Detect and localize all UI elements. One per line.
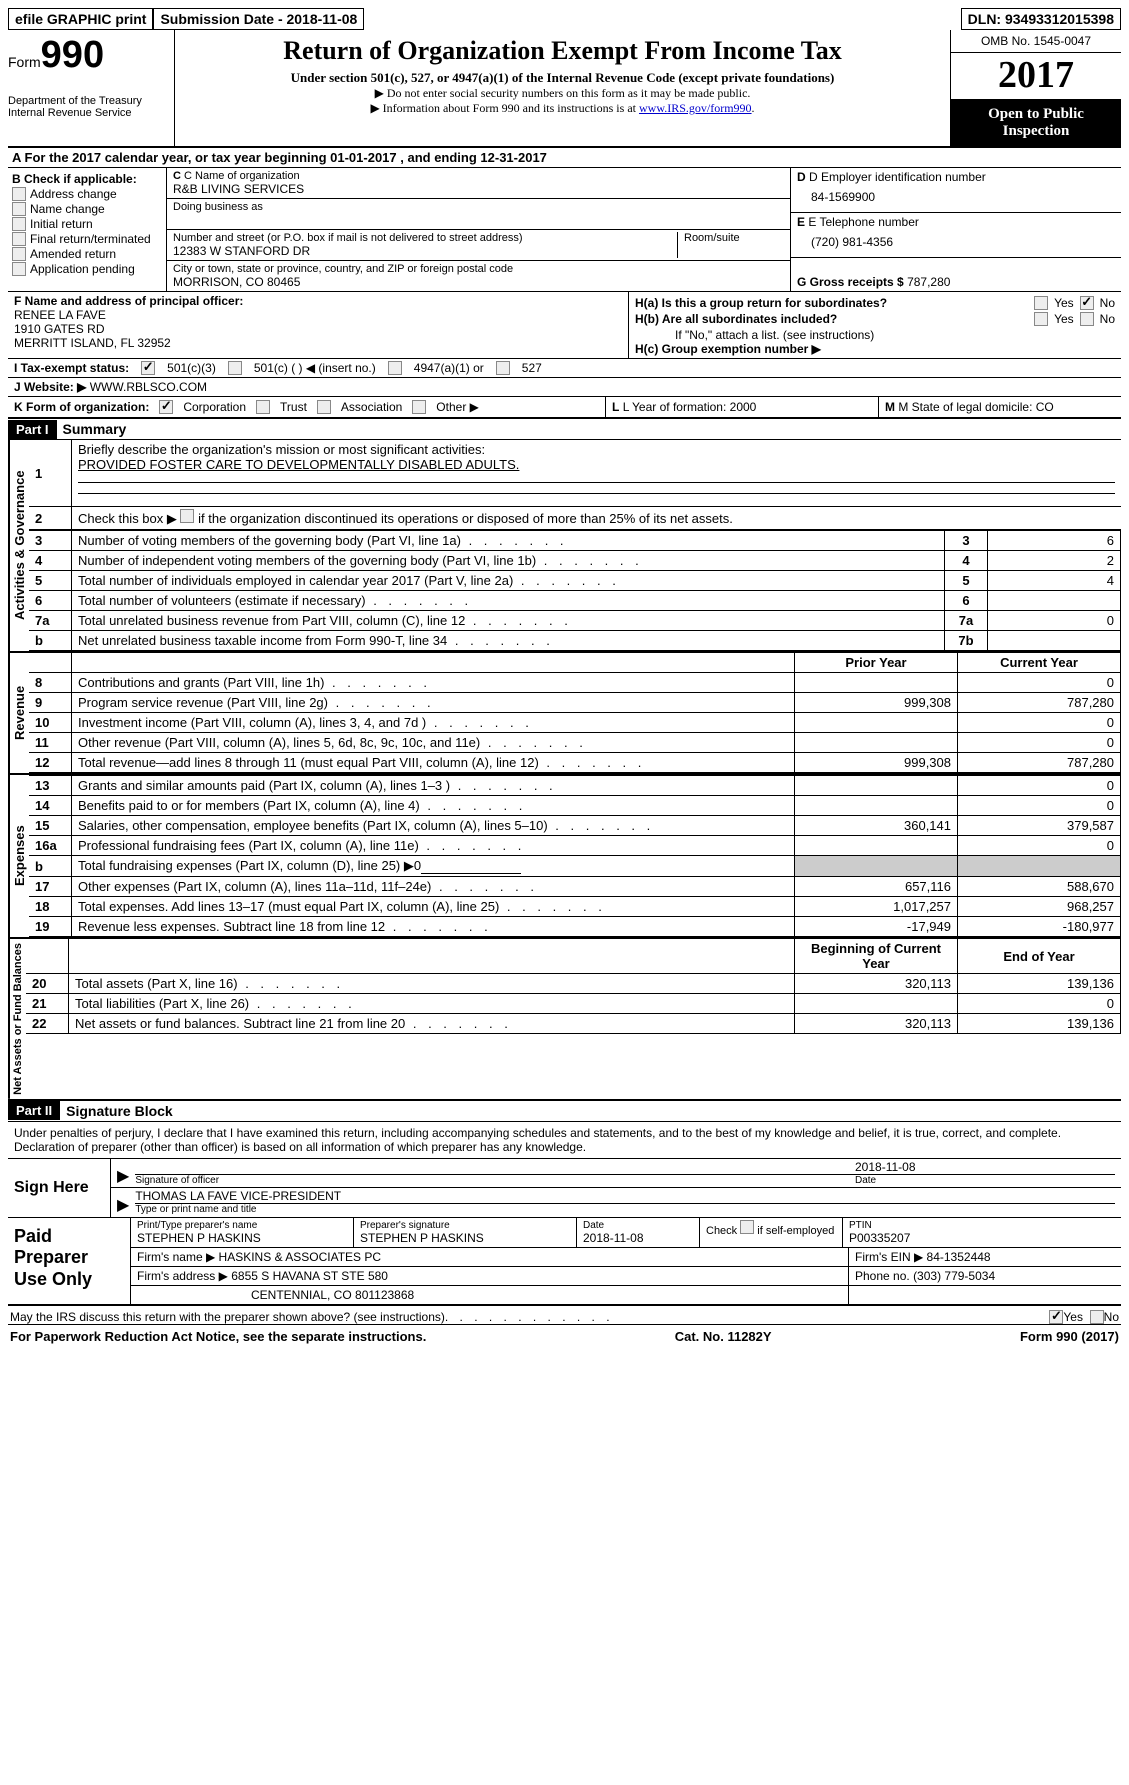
- form-990-page: efile GRAPHIC print Submission Date - 20…: [8, 8, 1121, 1348]
- dba-label: Doing business as: [173, 201, 784, 213]
- row-a-tax-year: A For the 2017 calendar year, or tax yea…: [8, 148, 1121, 168]
- check-address-change[interactable]: [12, 187, 26, 201]
- sign-here-label: Sign Here: [8, 1159, 111, 1217]
- row-k: K Form of organization: Corporation Trus…: [8, 397, 1121, 419]
- firm-ein: 84-1352448: [927, 1250, 991, 1264]
- preparer-sig: STEPHEN P HASKINS: [360, 1231, 570, 1245]
- l2-check[interactable]: [180, 509, 194, 523]
- firm-addr2: CENTENNIAL, CO 801123868: [131, 1286, 849, 1304]
- city-state-zip: MORRISON, CO 80465: [173, 275, 784, 289]
- city-label: City or town, state or province, country…: [173, 263, 784, 275]
- k-assoc[interactable]: [317, 400, 331, 414]
- open-to-public: Open to Public Inspection: [951, 100, 1121, 146]
- arrow-icon: ▶: [117, 1166, 129, 1186]
- form-subtitle-2: ▶ Do not enter social security numbers o…: [185, 86, 940, 101]
- addr-label: Number and street (or P.O. box if mail i…: [173, 232, 671, 244]
- room-label: Room/suite: [684, 232, 784, 244]
- b-title: B Check if applicable:: [12, 172, 162, 186]
- ha-no[interactable]: [1080, 296, 1094, 310]
- omb-number: OMB No. 1545-0047: [951, 30, 1121, 53]
- ptin: P00335207: [849, 1231, 1115, 1245]
- irs-link[interactable]: www.IRS.gov/form990: [639, 101, 752, 115]
- efile-button[interactable]: efile GRAPHIC print: [8, 8, 153, 30]
- mission: PROVIDED FOSTER CARE TO DEVELOPMENTALLY …: [78, 457, 519, 472]
- hb-yes[interactable]: [1034, 312, 1048, 326]
- check-name-change[interactable]: [12, 202, 26, 216]
- hb-note: If "No," attach a list. (see instruction…: [635, 328, 1115, 342]
- section-expenses: Expenses 13Grants and similar amounts pa…: [8, 775, 1121, 939]
- i-527[interactable]: [496, 361, 510, 375]
- ein: 84-1569900: [797, 184, 1115, 210]
- dept-treasury: Department of the Treasury: [8, 95, 168, 107]
- part-2-header: Part II Signature Block: [8, 1101, 1121, 1122]
- check-initial-return[interactable]: [12, 217, 26, 231]
- dln: DLN: 93493312015398: [961, 8, 1121, 30]
- perjury-statement: Under penalties of perjury, I declare th…: [8, 1122, 1121, 1159]
- officer-addr2: MERRITT ISLAND, FL 32952: [14, 336, 622, 350]
- part-1-header: Part I Summary: [8, 419, 1121, 440]
- top-bar: efile GRAPHIC print Submission Date - 20…: [8, 8, 1121, 30]
- i-501c3[interactable]: [141, 361, 155, 375]
- year-formation: L Year of formation: 2000: [623, 400, 757, 414]
- discuss-no[interactable]: [1090, 1310, 1104, 1324]
- k-other[interactable]: [412, 400, 426, 414]
- preparer-date: 2018-11-08: [583, 1231, 693, 1245]
- i-4947[interactable]: [388, 361, 402, 375]
- tax-year: 2017: [951, 53, 1121, 100]
- form-title: Return of Organization Exempt From Incom…: [185, 36, 940, 66]
- arrow-icon: ▶: [117, 1195, 129, 1215]
- irs: Internal Revenue Service: [8, 107, 168, 119]
- officer-name: RENEE LA FAVE: [14, 308, 622, 322]
- irs-discuss-row: May the IRS discuss this return with the…: [8, 1306, 1121, 1325]
- form-header: Form990 Department of the Treasury Inter…: [8, 30, 1121, 148]
- paid-preparer-block: Paid Preparer Use Only Print/Type prepar…: [8, 1218, 1121, 1306]
- self-employed-check[interactable]: [740, 1220, 754, 1234]
- k-corp[interactable]: [159, 400, 173, 414]
- firm-phone: (303) 779-5034: [913, 1269, 995, 1283]
- telephone: (720) 981-4356: [797, 229, 1115, 255]
- form-subtitle-3: ▶ Information about Form 990 and its ins…: [185, 101, 940, 116]
- i-501c[interactable]: [228, 361, 242, 375]
- form-number: 990: [41, 34, 104, 76]
- firm-name: HASKINS & ASSOCIATES PC: [219, 1250, 382, 1264]
- discuss-yes[interactable]: [1049, 1310, 1063, 1324]
- ha-yes[interactable]: [1034, 296, 1048, 310]
- form-subtitle-1: Under section 501(c), 527, or 4947(a)(1)…: [185, 70, 940, 86]
- section-revenue: Revenue Prior Year Current Year 8Contrib…: [8, 653, 1121, 775]
- section-net-assets: Net Assets or Fund Balances Beginning of…: [8, 939, 1121, 1101]
- submission-date: Submission Date - 2018-11-08: [153, 8, 364, 30]
- firm-addr: 6855 S HAVANA ST STE 580: [231, 1269, 388, 1283]
- street-address: 12383 W STANFORD DR: [173, 244, 671, 258]
- k-trust[interactable]: [256, 400, 270, 414]
- org-name: R&B LIVING SERVICES: [173, 182, 784, 196]
- officer-addr1: 1910 GATES RD: [14, 322, 622, 336]
- check-final-return[interactable]: [12, 232, 26, 246]
- state-domicile: M State of legal domicile: CO: [898, 400, 1053, 414]
- preparer-name: STEPHEN P HASKINS: [137, 1231, 347, 1245]
- check-amended-return[interactable]: [12, 247, 26, 261]
- section-b-through-g: B Check if applicable: Address change Na…: [8, 168, 1121, 292]
- section-f-h: F Name and address of principal officer:…: [8, 292, 1121, 359]
- website: WWW.RBLSCO.COM: [90, 380, 207, 394]
- gross-receipts: 787,280: [907, 275, 950, 289]
- hb-no[interactable]: [1080, 312, 1094, 326]
- footer: For Paperwork Reduction Act Notice, see …: [8, 1325, 1121, 1348]
- section-activities-governance: Activities & Governance 1 Briefly descri…: [8, 440, 1121, 653]
- officer-name-title: THOMAS LA FAVE VICE-PRESIDENT: [135, 1189, 1115, 1204]
- signature-block: Under penalties of perjury, I declare th…: [8, 1122, 1121, 1348]
- hc-label: H(c) Group exemption number ▶: [635, 342, 821, 356]
- check-application-pending[interactable]: [12, 262, 26, 276]
- sig-date: 2018-11-08: [855, 1160, 1115, 1175]
- form-label: Form: [8, 54, 41, 70]
